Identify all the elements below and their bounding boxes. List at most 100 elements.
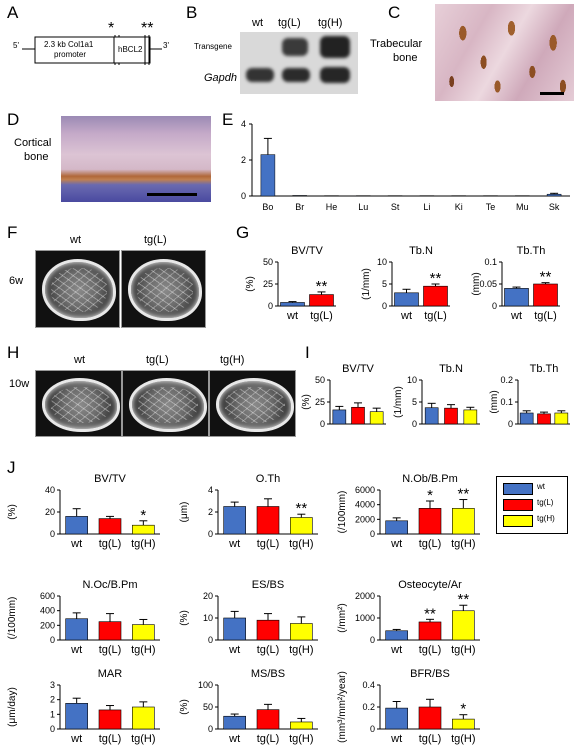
cortical-label-line2: bone xyxy=(24,151,49,163)
chart-title: Osteocyte/Ar xyxy=(398,579,462,591)
construct-diagram xyxy=(22,35,162,65)
chart-j-noc: N.Oc/B.Pm (/100mm) 0 200 400 600 wt tg(L) tg(H) xyxy=(7,579,160,656)
bar-tg(H) xyxy=(290,517,313,535)
panel-letter-a: A xyxy=(7,3,19,22)
scale-bar xyxy=(540,92,564,95)
y-tick-label: 0 xyxy=(50,635,55,645)
category-label: tg(L) xyxy=(419,538,442,550)
five-prime-label: 5' xyxy=(13,41,19,50)
significance-marker: ** xyxy=(457,486,469,503)
y-tick-label: 50 xyxy=(315,375,325,385)
bar-wt xyxy=(223,715,246,730)
y-axis-label: (1/mm) xyxy=(361,268,372,300)
bar-tg(H) xyxy=(463,409,478,425)
bar-tg(H) xyxy=(132,706,155,730)
y-axis-label: (/100mm) xyxy=(7,597,18,640)
y-tick-label: 0 xyxy=(382,301,387,311)
y-tick-label: 600 xyxy=(40,591,55,601)
y-tick-label: 2 xyxy=(208,507,213,517)
chart-g-tbth: Tb.Th (mm) 0 0.05 0.1 wt ** tg(L) xyxy=(471,245,560,322)
blot-row-transgene: Transgene xyxy=(194,42,232,51)
category-label: Br xyxy=(295,202,304,212)
bar-tg(L) xyxy=(533,283,558,307)
chart-i-bvtv: BV/TV (%) 0 25 50 xyxy=(301,363,386,429)
chart-title: BV/TV xyxy=(94,473,126,485)
three-prime-label: 3' xyxy=(163,41,169,50)
chart-title: BV/TV xyxy=(291,245,323,257)
category-label: wt xyxy=(390,644,402,656)
scale-bar xyxy=(147,193,197,196)
bar-wt xyxy=(385,707,408,730)
y-tick-label: 0 xyxy=(412,419,417,429)
category-label: tg(L) xyxy=(99,644,122,656)
significance-marker: ** xyxy=(457,591,469,608)
chart-j-bvtv: BV/TV (%) 0 20 40 wt tg(L) * tg(H) xyxy=(7,473,160,550)
bar-tg(L) xyxy=(418,508,442,535)
y-axis-label: (1/mm) xyxy=(393,386,404,418)
y-axis-label: (μm/day) xyxy=(7,687,18,727)
y-axis-label: (%) xyxy=(179,610,190,626)
bar-tg(H) xyxy=(132,624,155,641)
chart-title: MAR xyxy=(98,668,123,680)
y-tick-label: 50 xyxy=(203,702,213,712)
gene-label: hBCL2 xyxy=(118,45,143,54)
category-label: tg(H) xyxy=(289,733,313,745)
y-tick-label: 0 xyxy=(268,301,273,311)
bar-tg(L) xyxy=(351,406,365,425)
category-label: tg(L) xyxy=(534,310,557,322)
trabecular-histology-image xyxy=(435,4,574,101)
y-tick-label: 0 xyxy=(508,419,513,429)
bar-tg(L) xyxy=(418,621,442,641)
y-tick-label: 0 xyxy=(370,529,375,539)
y-tick-label: 400 xyxy=(40,606,55,616)
bar-tg(H) xyxy=(132,524,155,535)
y-tick-label: 50 xyxy=(263,257,273,267)
y-tick-label: 25 xyxy=(263,279,273,289)
legend-swatch-tgl xyxy=(503,499,533,511)
ct6w-col-tgl: tg(L) xyxy=(144,234,167,246)
blot-col-tgh: tg(H) xyxy=(318,17,343,29)
bar-wt xyxy=(65,618,88,641)
y-tick-label: 100 xyxy=(198,680,213,690)
chart-title: N.Ob/B.Pm xyxy=(402,473,458,485)
category-label: wt xyxy=(70,733,82,745)
y-tick-label: 10 xyxy=(377,257,387,267)
category-label: tg(H) xyxy=(451,644,475,656)
bar-tg(H) xyxy=(290,721,313,730)
bar-tg(L) xyxy=(98,709,122,730)
legend-label-wt: wt xyxy=(537,482,545,491)
y-axis-label: (mm) xyxy=(489,390,500,413)
category-label: tg(L) xyxy=(257,733,280,745)
category-label: wt xyxy=(70,644,82,656)
bar-wt xyxy=(280,302,305,307)
ct-image-10w-tgh xyxy=(209,370,296,437)
category-label: wt xyxy=(400,310,412,322)
chart-g-bvtv: BV/TV (%) 0 25 50 wt ** tg(L) xyxy=(245,245,336,322)
significance-marker: ** xyxy=(540,269,552,286)
chart-j-nob: N.Ob/B.Pm (/100mm) 0 2000 4000 6000 wt * tg(L) **… xyxy=(337,473,480,550)
y-axis-label: (mm) xyxy=(471,272,482,295)
y-axis-label: (%) xyxy=(301,394,312,410)
legend-label-tgh: tg(H) xyxy=(537,514,555,523)
bar-wt xyxy=(385,520,408,535)
chart-e-expression: 0 2 4 Bo Br He Lu St Li Ki Te Mu Sk xyxy=(241,119,570,212)
chart-title: BFR/BS xyxy=(410,668,450,680)
panel-letter-g: G xyxy=(236,223,250,242)
y-tick-label: 0 xyxy=(208,529,213,539)
legend-label-tgl: tg(L) xyxy=(537,498,554,507)
category-label: tg(L) xyxy=(257,538,280,550)
ct-image-6w-wt xyxy=(35,250,120,328)
bar-wt xyxy=(332,409,347,425)
bar-wt xyxy=(65,703,88,730)
y-tick-label: 20 xyxy=(45,507,55,517)
bar-tg(H) xyxy=(290,623,313,641)
y-tick-label: 1 xyxy=(50,709,55,719)
blot-row-gapdh: Gapdh xyxy=(204,72,238,84)
y-tick-label: 0.2 xyxy=(362,702,375,712)
y-tick-label: 4 xyxy=(241,119,246,129)
panel-letter-j: J xyxy=(7,458,16,477)
bar-tg(L) xyxy=(256,709,280,730)
category-label: tg(H) xyxy=(289,644,313,656)
category-label: tg(L) xyxy=(257,644,280,656)
y-tick-label: 40 xyxy=(45,485,55,495)
